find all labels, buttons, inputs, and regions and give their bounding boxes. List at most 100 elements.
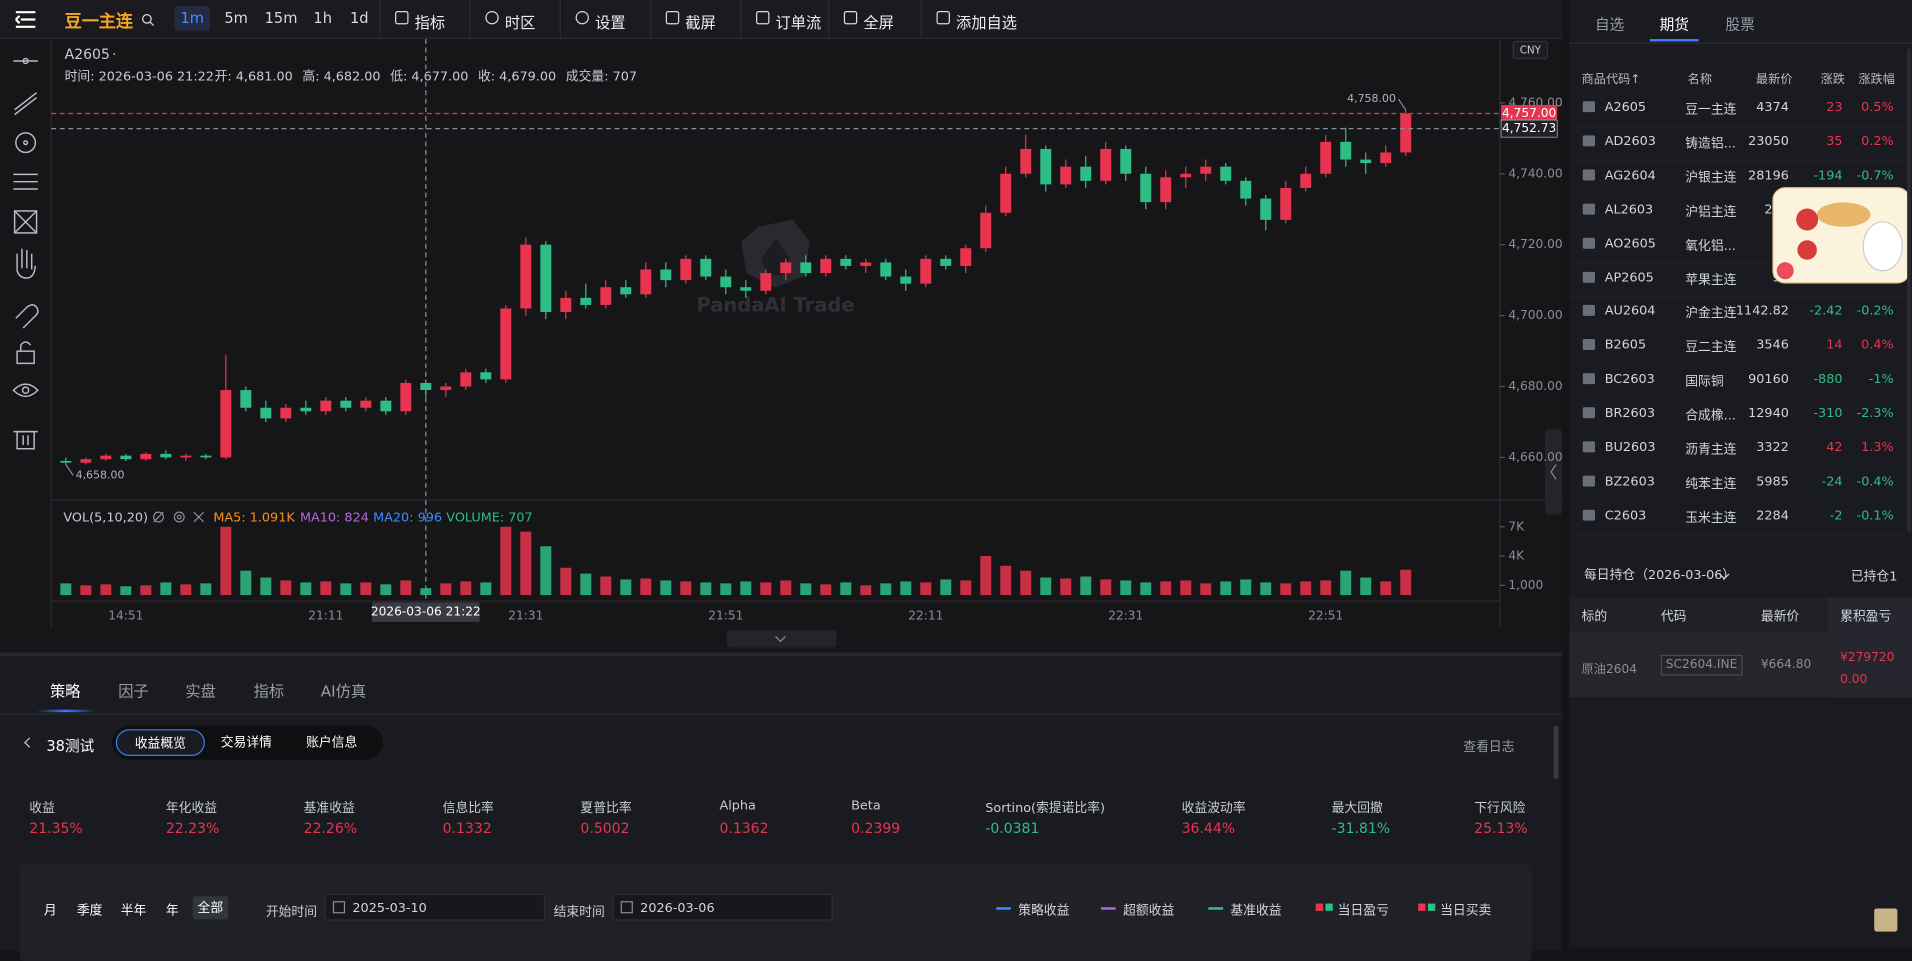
range-button[interactable]: 月 (43, 903, 57, 919)
log-link[interactable]: 查看日志 (1463, 740, 1515, 755)
row-bg[interactable] (1569, 399, 1906, 434)
timeframe[interactable]: 5m (224, 9, 248, 27)
crosshair-time-tag (372, 602, 480, 622)
timeframe[interactable]: 15m (264, 9, 298, 27)
timeframe[interactable]: 1h (313, 9, 332, 27)
legend-label[interactable]: 当日盈亏 (1337, 903, 1389, 919)
panel-tab[interactable]: 策略 (49, 681, 81, 700)
tool-button[interactable]: 设置 (595, 13, 626, 32)
tool-lock[interactable] (16, 341, 35, 365)
code: B2605 (1604, 338, 1647, 353)
tool-icon[interactable] (936, 10, 950, 25)
collapse-handle[interactable] (726, 630, 837, 648)
range-button[interactable]: 年 (165, 903, 179, 919)
cell: -0.2% (1856, 304, 1894, 319)
range-button[interactable]: 全部 (192, 896, 229, 920)
tool-button[interactable]: 时区 (504, 13, 536, 32)
candle-body (860, 262, 872, 266)
scrollbar[interactable] (1907, 48, 1911, 532)
tool-hand[interactable] (16, 248, 37, 279)
panel-tab[interactable]: 因子 (118, 681, 149, 700)
panel-tab[interactable]: AI仿真 (320, 681, 367, 700)
row-bg[interactable] (1569, 263, 1906, 297)
tool-trend[interactable] (14, 92, 38, 116)
panel-tab[interactable]: 指标 (253, 681, 285, 700)
tool-icon[interactable] (575, 10, 589, 25)
timeframe[interactable]: 1d (349, 9, 369, 27)
watchlist-tab[interactable]: 自选 (1594, 15, 1625, 33)
tool-button[interactable]: 订单流 (775, 13, 822, 32)
row-bg[interactable] (1569, 433, 1906, 468)
legend-label[interactable]: 策略收益 (1018, 903, 1070, 919)
candle-body (600, 287, 612, 305)
row-bg[interactable] (1569, 229, 1906, 263)
row-bg[interactable] (1569, 127, 1906, 161)
range-button[interactable]: 季度 (76, 903, 103, 919)
positions-title[interactable]: 每日持仓（2026-03-06） (1584, 568, 1736, 583)
tool-icon[interactable] (395, 10, 409, 25)
tool-circle[interactable] (15, 132, 37, 154)
candle-body (700, 258, 712, 277)
tool-button[interactable]: 添加自选 (956, 13, 1017, 32)
volume-bar (380, 584, 392, 596)
row-icon (1582, 373, 1595, 385)
tool-fib[interactable] (13, 173, 38, 190)
volume-bar (660, 580, 672, 596)
collapse-handle[interactable] (1544, 429, 1563, 515)
volume-legend: MA10: 824 (300, 511, 369, 526)
panel-tab[interactable]: 实盘 (185, 681, 216, 700)
tool-pattern[interactable] (13, 210, 38, 234)
row-bg[interactable] (1569, 365, 1906, 399)
watchlist-tab[interactable]: 股票 (1725, 15, 1755, 33)
candle-body (420, 382, 432, 391)
date-input[interactable] (612, 893, 833, 921)
subtab[interactable]: 账户信息 (306, 735, 358, 750)
volume-bar (160, 582, 172, 596)
tool-button[interactable]: 指标 (414, 13, 446, 32)
volume-bar (480, 582, 492, 596)
tool-eye[interactable] (12, 383, 39, 398)
volume-bar (680, 581, 692, 596)
search-icon[interactable] (141, 13, 155, 27)
date-value: 2025-03-10 (352, 901, 427, 916)
tool-icon[interactable] (485, 10, 499, 25)
legend-label[interactable]: 超额收益 (1123, 903, 1175, 919)
watchlist-tab[interactable]: 期货 (1659, 15, 1689, 33)
range-button[interactable]: 半年 (120, 903, 147, 919)
cell: 0.4% (1861, 338, 1894, 353)
metric-value: 36.44% (1181, 819, 1236, 837)
tool-icon[interactable] (756, 10, 770, 25)
strategy-panel: 策略 因子 实盘 指标 AI仿真 38测试 收益概览 交易详情 账户信息 查看日志 收益 21.35%… (0, 652, 1563, 961)
menu-icon[interactable] (15, 10, 37, 30)
legend-label[interactable]: 基准收益 (1230, 903, 1282, 919)
scrollbar[interactable] (1553, 725, 1559, 780)
subtab[interactable]: 收益概览 (115, 729, 205, 757)
legend-label[interactable]: 当日买卖 (1440, 903, 1492, 919)
row-bg[interactable] (1569, 331, 1906, 365)
tool-line[interactable] (13, 57, 38, 65)
corner-icon[interactable] (1874, 908, 1898, 932)
symbol-name[interactable]: 豆一主连 (64, 12, 133, 32)
candle-body (180, 455, 192, 458)
tool-icon[interactable] (843, 10, 858, 25)
tool-button[interactable]: 全屏 (863, 13, 894, 32)
row-bg[interactable] (1569, 195, 1906, 229)
volume-bar (100, 584, 112, 596)
tool-delete[interactable] (13, 430, 38, 450)
row-bg[interactable] (1569, 467, 1906, 502)
row-bg[interactable] (1569, 161, 1906, 195)
row-bg[interactable] (1569, 297, 1906, 331)
timeframe[interactable]: 1m (174, 6, 211, 31)
subtab[interactable]: 交易详情 (220, 735, 272, 750)
row-bg[interactable] (1569, 93, 1906, 127)
back-arrow[interactable] (24, 737, 35, 748)
date-value: 2026-03-06 (640, 901, 715, 916)
volume-bar (1260, 582, 1272, 596)
chart-bg (0, 0, 1563, 652)
toolbar: 豆一主连 1m 5m 15m 1h 1d 指标 时区 设置 截屏 订单流 全屏 添加自选 (0, 0, 1563, 40)
tool-magnet[interactable] (15, 304, 39, 329)
row-bg[interactable] (1569, 501, 1906, 536)
tool-button[interactable]: 截屏 (685, 13, 716, 32)
tool-icon[interactable] (665, 10, 680, 25)
date-input[interactable] (324, 893, 546, 921)
